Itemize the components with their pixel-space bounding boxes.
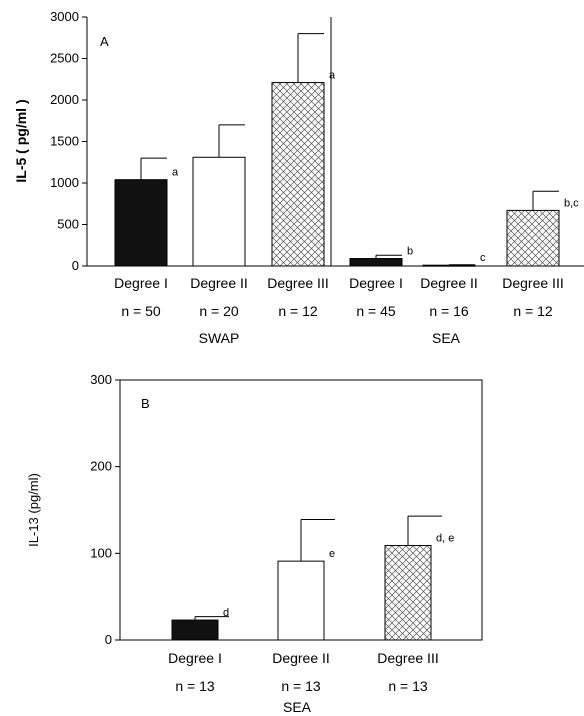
- y-tick-label: 1000: [50, 175, 79, 190]
- significance-label: b: [407, 246, 413, 258]
- y-tick-label: 2000: [50, 92, 79, 107]
- bar: [506, 209, 560, 267]
- sample-size-label: n = 45: [356, 303, 396, 319]
- category-label: Degree III: [377, 650, 438, 666]
- panel-a-y-ticks: 0 500 1000 1500 2000 2500 3000: [50, 9, 87, 273]
- category-label: Degree II: [190, 275, 248, 291]
- y-tick-label: 3000: [50, 9, 79, 24]
- panel-b-frame: [119, 379, 483, 641]
- category-label: Degree III: [502, 275, 563, 291]
- sample-size-label: n = 12: [513, 303, 553, 319]
- bar: [114, 179, 168, 267]
- panel-b: IL-13 (pg/ml) B 0 100 200 300 d Degree I n = …: [26, 372, 483, 715]
- bar: [271, 82, 325, 267]
- y-tick-label: 100: [90, 545, 112, 560]
- panel-a-bars: a Degree I n = 50 Degree II n = 20 a Degree II…: [114, 33, 579, 319]
- bar: [349, 258, 403, 267]
- panel-b-group-label-sea: SEA: [283, 699, 312, 715]
- category-label: Degree II: [420, 275, 478, 291]
- sample-size-label: n = 13: [281, 678, 321, 694]
- panel-b-y-axis-label: IL-13 (pg/ml): [26, 473, 41, 547]
- bar: [277, 560, 325, 641]
- panel-b-label: B: [141, 396, 150, 411]
- panel-a: IL-5 ( pg/ml ) A 0 500 1000 1500 2000 2500 300…: [13, 9, 584, 346]
- y-tick-label: 200: [90, 459, 112, 474]
- panel-b-bars: d Degree I n = 13 e Degree II n = 13 d, e Degre…: [168, 515, 454, 694]
- significance-label: d: [223, 607, 229, 619]
- panel-a-y-axis-label: IL-5 ( pg/ml ): [13, 99, 29, 182]
- y-tick-label: 1500: [50, 134, 79, 149]
- significance-label: a: [329, 70, 336, 82]
- y-tick-label: 2500: [50, 51, 79, 66]
- sample-size-label: n = 50: [121, 303, 161, 319]
- sample-size-label: n = 13: [388, 678, 428, 694]
- panel-a-group-label-swap: SWAP: [199, 330, 240, 346]
- category-label: Degree I: [349, 275, 403, 291]
- significance-label: e: [329, 548, 335, 560]
- y-tick-label: 500: [57, 217, 79, 232]
- bar: [384, 545, 432, 641]
- sample-size-label: n = 12: [278, 303, 318, 319]
- y-tick-label: 0: [105, 632, 112, 647]
- significance-label: d, e: [436, 533, 454, 545]
- bar: [171, 619, 219, 641]
- panel-b-y-ticks: 0 100 200 300: [90, 372, 120, 647]
- significance-label: a: [172, 167, 179, 179]
- panel-a-label: A: [100, 34, 109, 49]
- sample-size-label: n = 16: [429, 303, 469, 319]
- y-tick-label: 0: [72, 258, 79, 273]
- significance-label: c: [480, 252, 486, 264]
- category-label: Degree I: [168, 650, 222, 666]
- bar: [192, 156, 246, 267]
- y-tick-label: 300: [90, 372, 112, 387]
- category-label: Degree II: [272, 650, 330, 666]
- sample-size-label: n = 20: [199, 303, 239, 319]
- significance-label: b,c: [564, 197, 579, 209]
- sample-size-label: n = 13: [175, 678, 215, 694]
- category-label: Degree III: [267, 275, 328, 291]
- category-label: Degree I: [114, 275, 168, 291]
- panel-a-group-label-sea: SEA: [432, 330, 461, 346]
